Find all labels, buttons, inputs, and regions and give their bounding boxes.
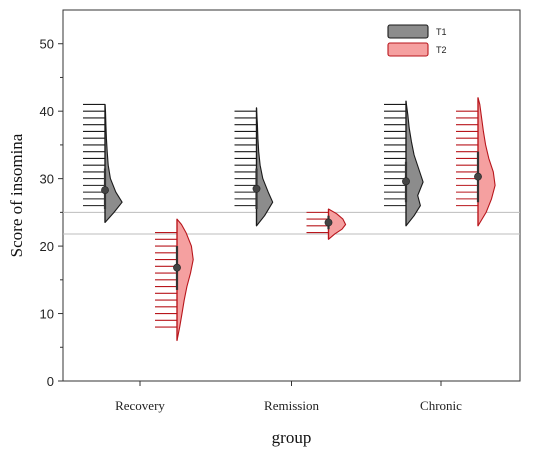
violin-t2-remission <box>306 208 347 240</box>
x-axis-title: group <box>272 428 312 447</box>
plot-frame <box>62 9 521 382</box>
violin-t1-recovery <box>83 103 123 224</box>
mean-point <box>101 186 109 195</box>
mean-point <box>324 218 333 227</box>
legend-swatch-t1 <box>387 24 429 39</box>
mean-point <box>173 263 181 272</box>
density-curve <box>176 218 194 342</box>
mean-point <box>252 184 261 193</box>
density-curve <box>255 107 274 227</box>
density-curve <box>104 103 123 224</box>
y-axis-title: Score of insomina <box>7 133 26 257</box>
density-curve <box>405 100 424 227</box>
density-curve <box>477 97 496 227</box>
legend-label-t1: T1 <box>436 27 447 37</box>
violin-t1-remission <box>234 107 274 227</box>
y-tick-label: 20 <box>40 239 54 254</box>
legend-swatch-t2 <box>387 42 429 57</box>
legend: T1 T2 <box>387 24 447 57</box>
y-tick-label: 30 <box>40 172 54 187</box>
y-tick-label: 10 <box>40 307 54 322</box>
legend-label-t2: T2 <box>436 45 447 55</box>
violin-t1-chronic <box>384 100 424 227</box>
mean-point <box>474 172 482 181</box>
violin-t2-recovery <box>155 218 194 342</box>
y-tick-label: 40 <box>40 104 54 119</box>
y-tick-label: 0 <box>47 374 54 389</box>
y-tick-label: 50 <box>40 37 54 52</box>
x-tick-label: Recovery <box>115 398 165 413</box>
x-tick-label: Chronic <box>420 398 462 413</box>
mean-point <box>402 177 410 186</box>
violin-t2-chronic <box>456 97 496 227</box>
x-tick-label: Remission <box>264 398 319 413</box>
